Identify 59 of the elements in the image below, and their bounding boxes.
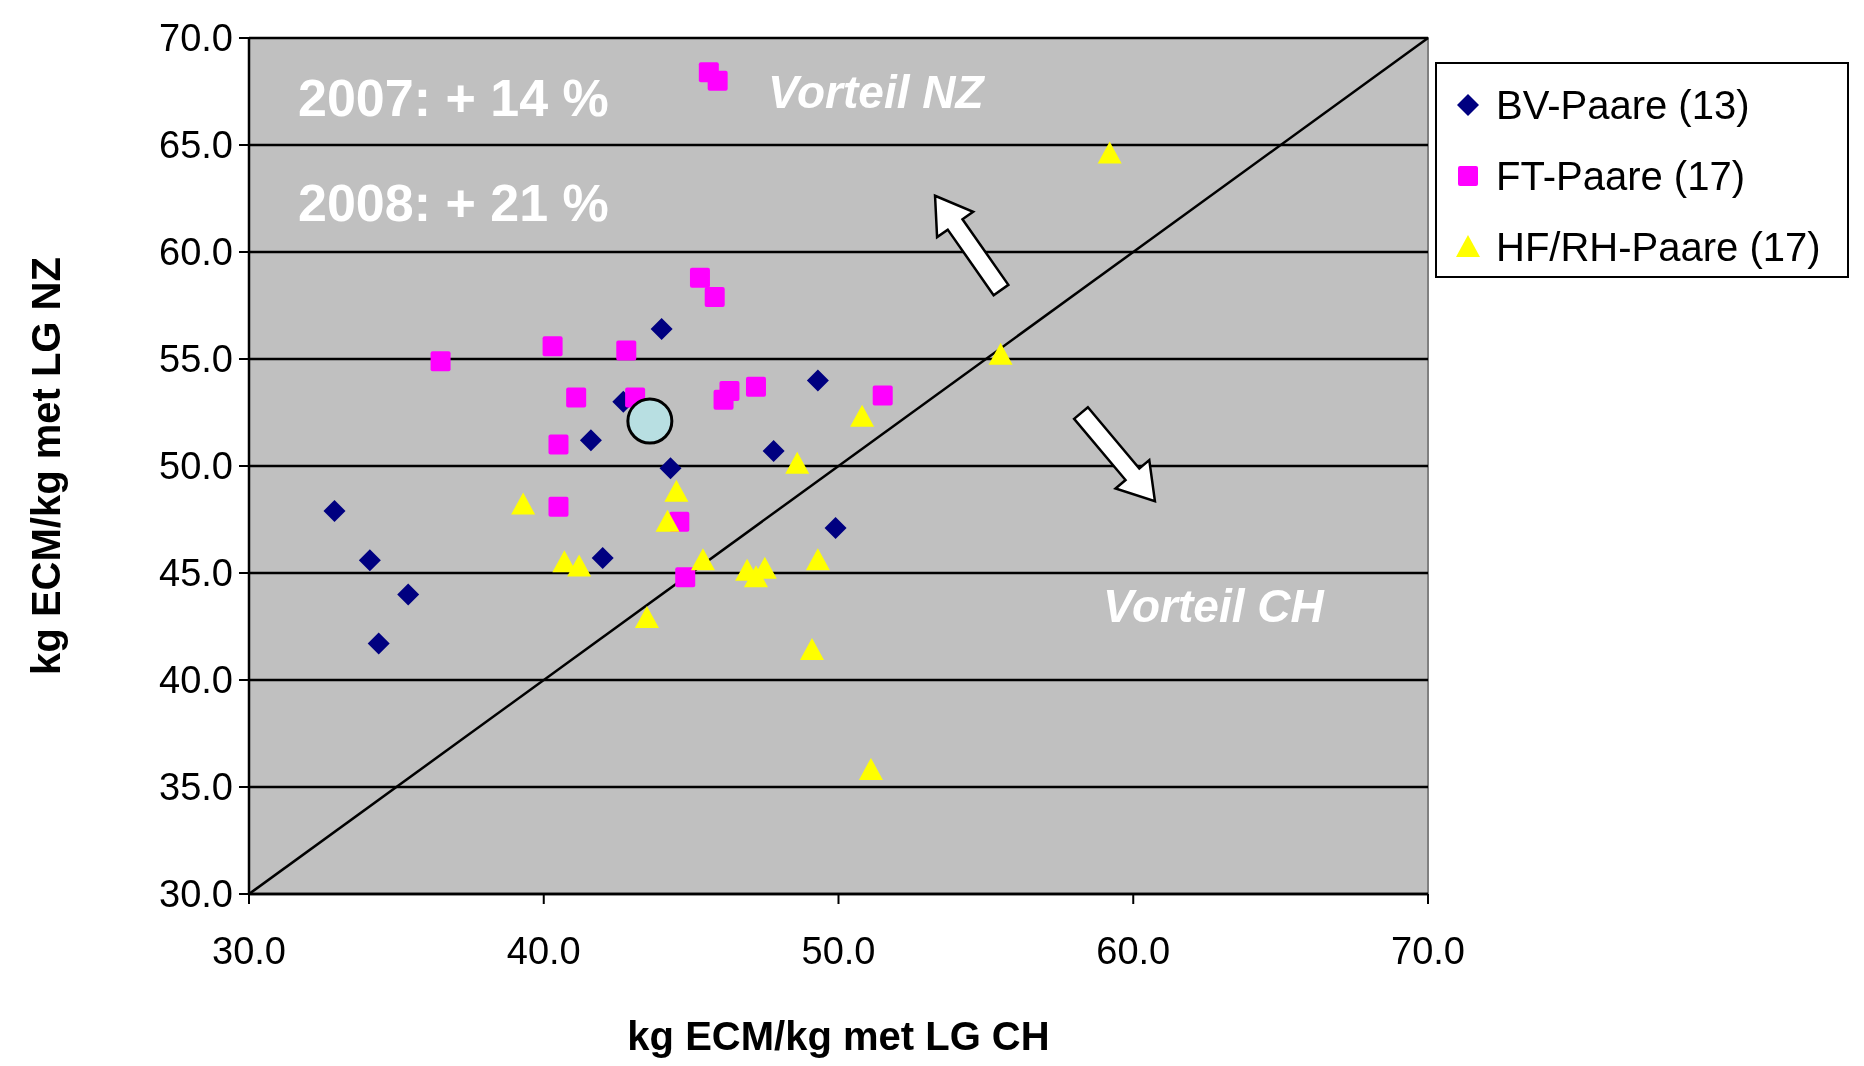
point [567,554,592,577]
point [659,457,682,480]
x-axis-title: kg ECM/kg met LG CH [627,1014,1050,1058]
y-tick-label: 40.0 [159,659,233,702]
y-axis-title: kg ECM/kg met LG NZ [24,257,68,675]
point [650,318,673,341]
annotation: 2007: + 14 % [298,69,609,127]
point [806,369,829,392]
point [655,509,680,532]
x-tick-label: 60.0 [1096,930,1171,972]
point [591,547,614,570]
point [704,286,725,307]
point [616,340,637,361]
point [511,492,536,515]
point [548,434,569,455]
point [397,583,420,606]
point [850,404,875,427]
point [799,638,824,661]
legend-label: HF/RH-Paare (17) [1496,225,1821,269]
y-tick-label: 50.0 [159,445,233,488]
y-tick-label: 60.0 [159,231,233,274]
annotation: Vorteil NZ [768,66,986,118]
point [358,549,381,572]
point [690,548,715,571]
point [1097,141,1122,164]
point [626,397,674,445]
point [548,496,569,517]
point [323,499,346,522]
point [805,548,830,571]
x-tick-label: 40.0 [506,930,581,972]
annotation: Vorteil CH [1103,580,1325,632]
point [872,385,893,406]
legend-label: FT-Paare (17) [1496,154,1745,198]
x-tick-label: 50.0 [801,930,876,972]
annotation: 2008: + 21 % [298,174,609,232]
point [785,451,810,474]
x-tick-label: 70.0 [1391,930,1465,972]
point [745,376,766,397]
y-tick-label: 55.0 [159,338,233,381]
y-tick-label: 35.0 [159,766,233,809]
point [542,336,563,357]
y-tick-label: 45.0 [159,552,233,595]
point [664,479,689,502]
point [824,517,847,540]
point [689,267,710,288]
point [988,342,1013,365]
y-tick-label: 65.0 [159,124,233,167]
legend-label: BV-Paare (13) [1496,83,1750,127]
point [566,387,587,408]
point [762,440,785,463]
point [634,605,659,628]
point [579,429,602,452]
y-tick-label: 30.0 [159,873,233,916]
point [675,567,696,588]
y-tick-label: 70.0 [159,17,233,60]
point [430,351,451,372]
point [858,757,883,780]
x-tick-label: 30.0 [212,930,286,972]
point [367,632,390,655]
